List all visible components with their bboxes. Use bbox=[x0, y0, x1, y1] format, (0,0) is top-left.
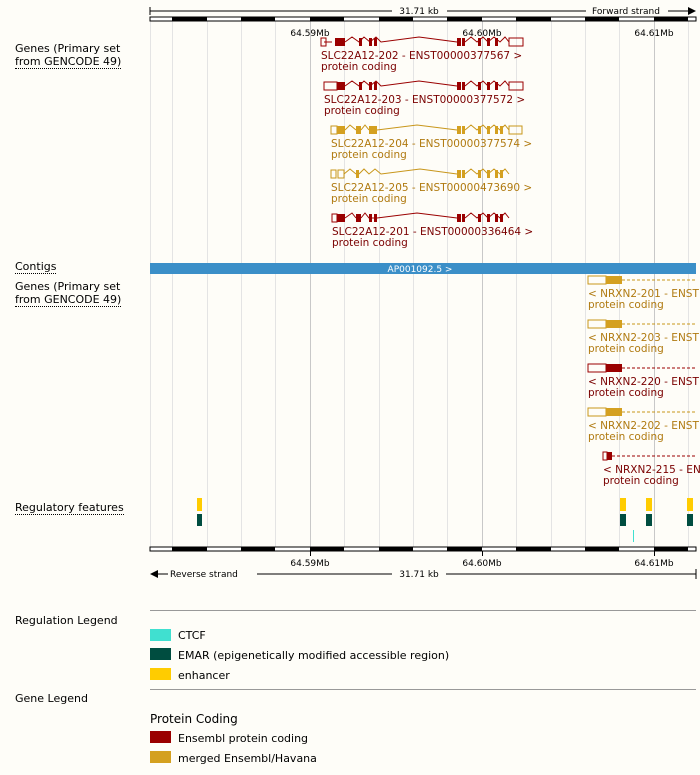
track-label-contigs[interactable]: Contigs bbox=[15, 260, 57, 274]
major-grid-lines bbox=[310, 20, 655, 548]
bottom-ruler bbox=[149, 546, 697, 579]
track-label-contigs-text: Contigs bbox=[15, 260, 57, 274]
genome-browser-panel[interactable]: 31.71 kb Forward strand 64.59Mb 64.60Mb … bbox=[0, 0, 700, 590]
ensembl-swatch bbox=[150, 731, 171, 743]
regulation-legend-title: Regulation Legend bbox=[15, 614, 118, 627]
forward-arrow-icon bbox=[688, 7, 696, 15]
merged-swatch bbox=[150, 751, 171, 763]
nrxn2-name-4[interactable]: < NRXN2-202 - ENST bbox=[588, 420, 699, 432]
top-ruler bbox=[149, 7, 697, 22]
transcript-name-3[interactable]: SLC22A12-204 - ENST00000377574 > bbox=[331, 138, 532, 150]
contig-label[interactable]: AP001092.5 > bbox=[388, 265, 453, 275]
regulatory-features[interactable] bbox=[197, 498, 693, 542]
nrxn2-biotype-4: protein coding bbox=[588, 431, 664, 443]
grid-lines bbox=[150, 20, 689, 548]
nrxn2-biotype-2: protein coding bbox=[588, 343, 664, 355]
emar-legend-label: EMAR (epigenetically modified accessible… bbox=[178, 649, 450, 662]
merged-legend-label: merged Ensembl/Havana bbox=[178, 752, 317, 765]
enhancer-feature bbox=[687, 498, 693, 511]
enhancer-legend-label: enhancer bbox=[178, 669, 230, 682]
track-label-genes-top[interactable]: Genes (Primary set from GENCODE 49) bbox=[15, 42, 122, 69]
top-span-label: 31.71 kb bbox=[399, 7, 439, 17]
nrxn2-name-1[interactable]: < NRXN2-201 - ENST bbox=[588, 288, 699, 300]
tick-label-1: 64.59Mb bbox=[290, 29, 330, 39]
reverse-arrow-icon bbox=[150, 570, 158, 578]
enhancer-feature bbox=[646, 498, 652, 511]
emar-feature bbox=[197, 514, 202, 526]
transcript-biotype-2: protein coding bbox=[324, 105, 400, 117]
track-label-genes-bottom-line1: Genes (Primary set bbox=[15, 280, 121, 293]
enhancer-feature bbox=[620, 498, 626, 511]
transcript-biotype-3: protein coding bbox=[331, 149, 407, 161]
tick-label-bottom-3: 64.61Mb bbox=[634, 559, 674, 569]
nrxn2-biotype-5: protein coding bbox=[603, 475, 679, 487]
emar-feature bbox=[687, 514, 693, 526]
transcript-biotype-5: protein coding bbox=[332, 237, 408, 249]
tick-label-bottom-2: 64.60Mb bbox=[462, 559, 502, 569]
bottom-span-label: 31.71 kb bbox=[399, 570, 439, 580]
transcript-name-2[interactable]: SLC22A12-203 - ENST00000377572 > bbox=[324, 94, 525, 106]
transcript-nrxn2-215[interactable] bbox=[602, 451, 696, 461]
transcript-slc22a12-202[interactable] bbox=[320, 36, 524, 47]
track-label-regulatory-text: Regulatory features bbox=[15, 501, 124, 515]
nrxn2-name-2[interactable]: < NRXN2-203 - ENST bbox=[588, 332, 699, 344]
nrxn2-biotype-3: protein coding bbox=[588, 387, 664, 399]
gene-legend-divider bbox=[150, 689, 696, 690]
transcript-slc22a12-205[interactable] bbox=[330, 168, 510, 179]
enhancer-swatch bbox=[150, 668, 171, 680]
track-label-genes-top-line2: from GENCODE 49) bbox=[15, 55, 122, 69]
track-label-genes-top-line1: Genes (Primary set bbox=[15, 42, 121, 55]
ctcf-feature bbox=[633, 530, 634, 542]
bottom-strand-label: Reverse strand bbox=[170, 570, 238, 580]
ctcf-swatch bbox=[150, 629, 171, 641]
gene-legend-title: Gene Legend bbox=[15, 692, 88, 705]
transcript-slc22a12-204[interactable] bbox=[330, 124, 523, 135]
transcript-biotype-1: protein coding bbox=[321, 61, 397, 73]
transcript-nrxn2-203[interactable] bbox=[587, 319, 696, 329]
transcript-name-5[interactable]: SLC22A12-201 - ENST00000336464 > bbox=[332, 226, 533, 238]
emar-swatch bbox=[150, 648, 171, 660]
transcript-nrxn2-220[interactable] bbox=[587, 363, 696, 373]
ctcf-legend-label: CTCF bbox=[178, 629, 206, 642]
track-label-genes-bottom-line2: from GENCODE 49) bbox=[15, 293, 122, 307]
tick-label-2: 64.60Mb bbox=[462, 29, 502, 39]
tick-label-3: 64.61Mb bbox=[634, 29, 674, 39]
transcript-slc22a12-201[interactable] bbox=[331, 212, 510, 223]
transcript-slc22a12-203[interactable] bbox=[323, 80, 524, 91]
transcript-name-1[interactable]: SLC22A12-202 - ENST00000377567 > bbox=[321, 50, 522, 62]
transcript-name-4[interactable]: SLC22A12-205 - ENST00000473690 > bbox=[331, 182, 532, 194]
ensembl-legend-label: Ensembl protein coding bbox=[178, 732, 309, 745]
transcript-nrxn2-201[interactable] bbox=[587, 275, 696, 285]
tick-label-bottom-1: 64.59Mb bbox=[290, 559, 330, 569]
emar-feature bbox=[646, 514, 652, 526]
nrxn2-name-5[interactable]: < NRXN2-215 - EN bbox=[603, 464, 700, 476]
transcript-nrxn2-202[interactable] bbox=[587, 407, 696, 417]
legend-divider bbox=[150, 610, 696, 611]
contig-bar[interactable] bbox=[150, 263, 696, 274]
nrxn2-name-3[interactable]: < NRXN2-220 - ENST bbox=[588, 376, 699, 388]
track-label-regulatory[interactable]: Regulatory features bbox=[15, 501, 124, 515]
top-strand-label: Forward strand bbox=[592, 7, 660, 17]
gene-legend-subtitle: Protein Coding bbox=[150, 712, 238, 726]
enhancer-feature bbox=[197, 498, 202, 511]
emar-feature bbox=[620, 514, 626, 526]
transcript-biotype-4: protein coding bbox=[331, 193, 407, 205]
track-label-genes-bottom[interactable]: Genes (Primary set from GENCODE 49) bbox=[15, 280, 122, 307]
nrxn2-biotype-1: protein coding bbox=[588, 299, 664, 311]
